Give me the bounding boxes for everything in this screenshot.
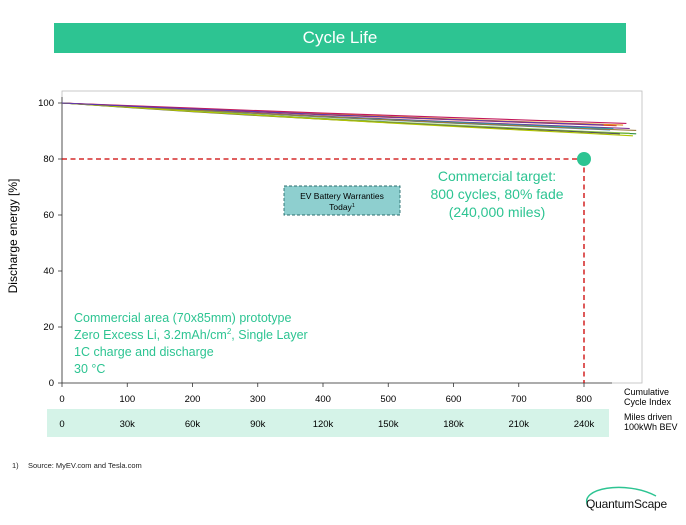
miles-driven-band — [47, 409, 609, 437]
x-tick-label: 400 — [315, 394, 331, 405]
warranty-box-line1: EV Battery Warranties — [300, 191, 384, 201]
prototype-note-line2-prefix: Zero Excess Li, 3.2mAh/cm — [74, 328, 227, 342]
series-line-12 — [61, 102, 604, 126]
miles-row-label-line1: Miles driven — [624, 412, 672, 422]
x-tick-label: 100 — [119, 394, 135, 405]
prototype-note-line2-suffix: , Single Layer — [231, 328, 307, 342]
target-point — [577, 152, 591, 166]
miles-value: 0 — [59, 419, 64, 430]
miles-value: 120k — [313, 419, 334, 430]
prototype-note-line1: Commercial area (70x85mm) prototype — [74, 311, 291, 325]
miles-value: 240k — [574, 419, 595, 430]
prototype-note-line2: Zero Excess Li, 3.2mAh/cm2, Single Layer — [74, 327, 308, 342]
logo-swoosh-icon — [585, 486, 657, 507]
warranty-footnote-ref: 1 — [352, 203, 355, 209]
x-axis-label-line1: Cumulative — [624, 387, 669, 397]
series-line-8 — [61, 102, 627, 124]
miles-value: 180k — [443, 419, 464, 430]
y-axis-label: Discharge energy [%] — [6, 179, 20, 294]
warranty-box-line2: Today1 — [329, 202, 355, 212]
footnote-number: 1) — [12, 461, 19, 470]
y-tick-label: 80 — [43, 154, 54, 165]
miles-value: 210k — [508, 419, 529, 430]
x-tick-label: 0 — [59, 394, 64, 405]
footnote: 1) Source: MyEV.com and Tesla.com — [12, 461, 142, 470]
miles-value: 30k — [120, 419, 136, 430]
x-tick-label: 700 — [511, 394, 527, 405]
target-note-line2: 800 cycles, 80% fade — [430, 186, 563, 202]
prototype-note-line4: 30 °C — [74, 362, 105, 376]
x-tick-label: 200 — [185, 394, 201, 405]
logo-wordmark: QuantumScape — [586, 497, 668, 511]
warranty-box-line2-text: Today — [329, 202, 352, 212]
y-tick-label: 60 — [43, 210, 54, 221]
slide-title: Cycle Life — [54, 23, 626, 53]
miles-value: 150k — [378, 419, 399, 430]
miles-value: 90k — [250, 419, 266, 430]
target-note-line1: Commercial target: — [438, 168, 556, 184]
x-tick-label: 300 — [250, 394, 266, 405]
footnote-text: Source: MyEV.com and Tesla.com — [28, 461, 142, 470]
x-tick-label: 600 — [446, 394, 462, 405]
prototype-note: Commercial area (70x85mm) prototype Zero… — [74, 311, 308, 376]
y-tick-label: 100 — [38, 98, 54, 109]
slide-title-text: Cycle Life — [302, 28, 378, 47]
prototype-note-line3: 1C charge and discharge — [74, 345, 214, 359]
warranty-box — [283, 185, 401, 216]
miles-value: 60k — [185, 419, 201, 430]
warranty-callout: EV Battery Warranties Today1 — [283, 185, 401, 216]
y-tick-label: 40 — [43, 266, 54, 277]
series-line-11 — [61, 102, 633, 137]
x-tick-label: 800 — [576, 394, 592, 405]
y-tick-label: 20 — [43, 322, 54, 333]
x-tick-label: 500 — [380, 394, 396, 405]
miles-row-label-line2: 100kWh BEV — [624, 422, 678, 432]
quantumscape-logo: QuantumScape — [585, 486, 668, 511]
y-tick-label: 0 — [49, 378, 54, 389]
series-line-10 — [61, 102, 637, 131]
prototype-note-line2-sup: 2 — [227, 327, 232, 336]
target-note: Commercial target: 800 cycles, 80% fade … — [430, 168, 563, 220]
x-axis-label-line2: Cycle Index — [624, 397, 672, 407]
target-note-line3: (240,000 miles) — [449, 204, 546, 220]
